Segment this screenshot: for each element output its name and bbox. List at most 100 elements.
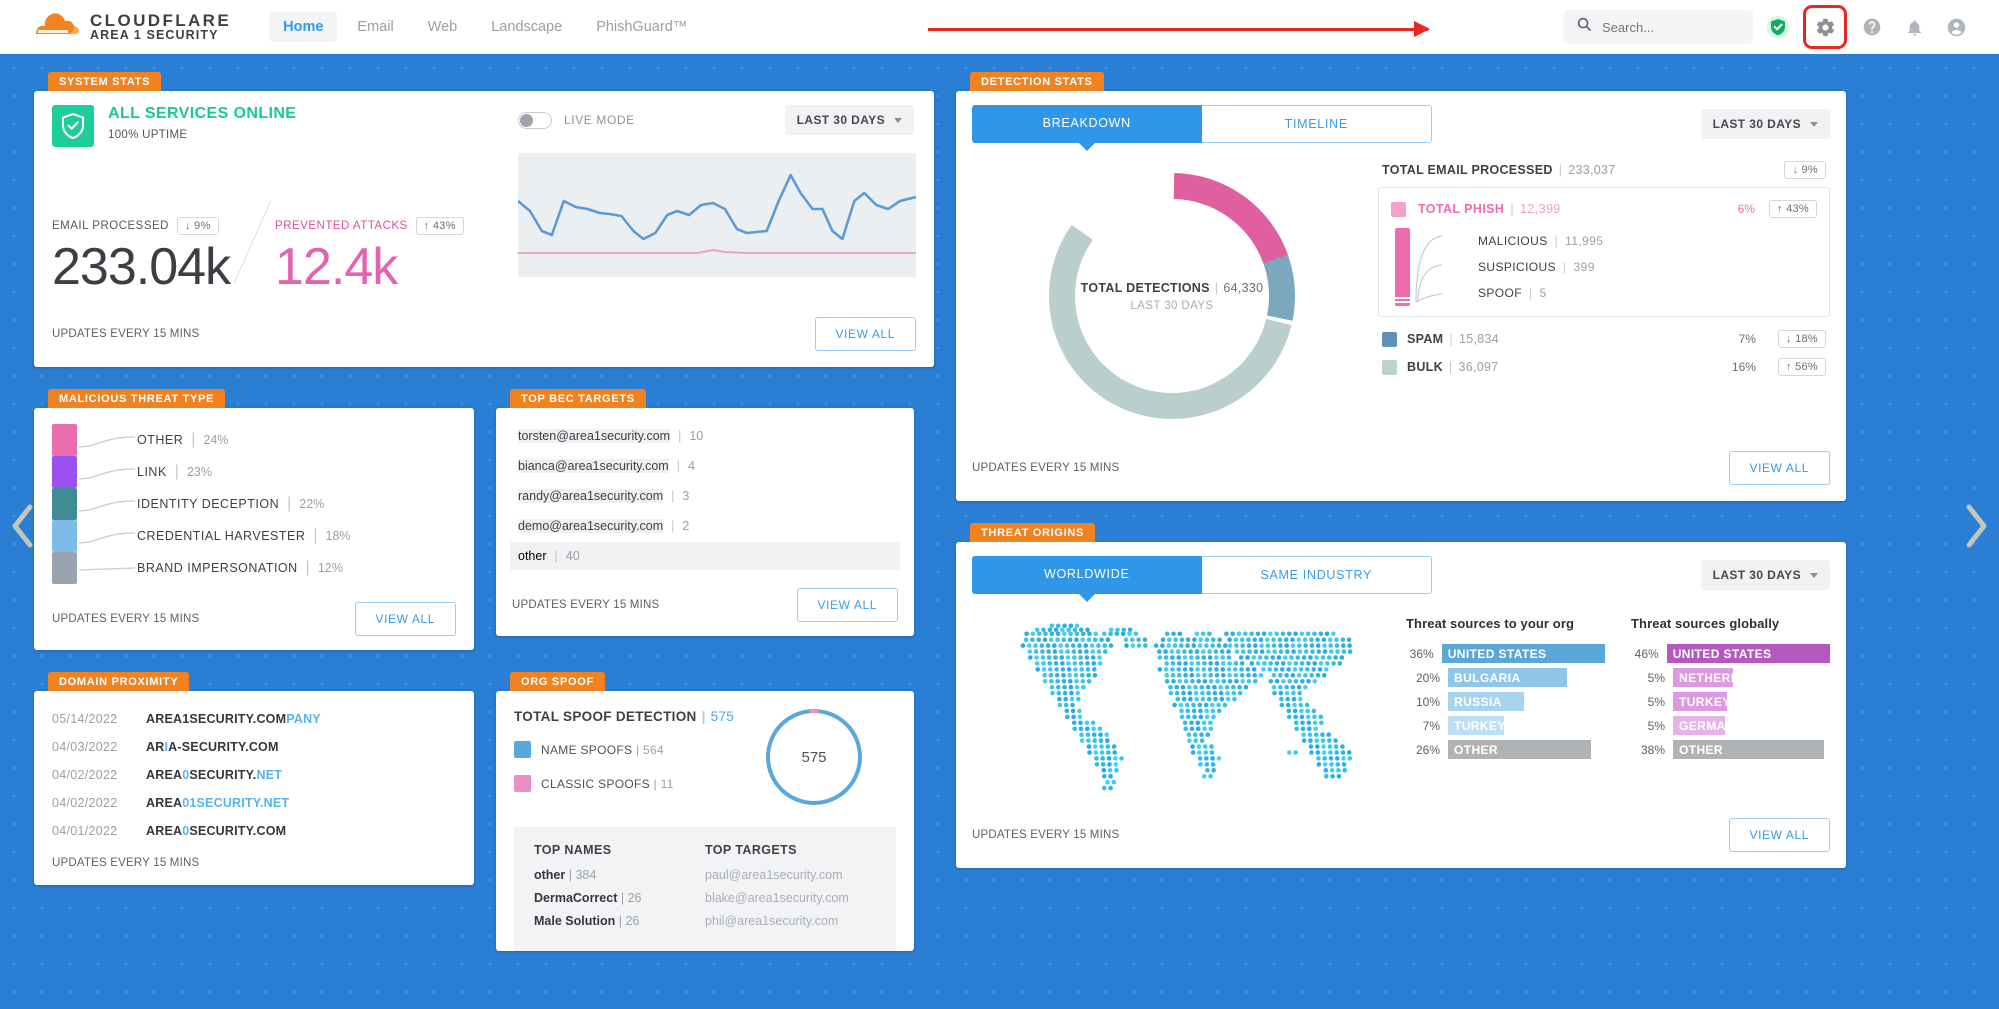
tab-worldwide[interactable]: WORLDWIDE: [972, 556, 1202, 594]
threat-origins-date-range-label: LAST 30 DAYS: [1712, 568, 1801, 582]
system-status: ALL SERVICES ONLINE 100% UPTIME: [52, 105, 512, 147]
chevron-down-icon: [1810, 121, 1818, 127]
kpi-email-value: 233.04k: [52, 237, 231, 296]
org-spoof-total-value: 575: [710, 709, 735, 724]
threat-source-row[interactable]: 7% TURKEY: [1406, 715, 1605, 736]
chevron-right-icon[interactable]: [1961, 499, 1991, 553]
system-stats-updates: UPDATES EVERY 15 MINS: [52, 328, 200, 340]
nav-item-phishguard[interactable]: PhishGuard™: [596, 19, 688, 35]
live-mode-toggle-wrap[interactable]: LIVE MODE: [518, 111, 635, 129]
tab-same-industry[interactable]: SAME INDUSTRY: [1201, 556, 1432, 594]
domain-proximity-row[interactable]: 04/01/2022 AREA0SECURITY.COM: [52, 817, 456, 845]
gear-icon[interactable]: [1803, 5, 1847, 49]
bec-target-row-other[interactable]: other | 40: [510, 542, 900, 570]
bec-target-count: 10: [689, 429, 704, 443]
threat-source-row[interactable]: 20% BULGARIA: [1406, 667, 1605, 688]
status-title: ALL SERVICES ONLINE: [108, 105, 297, 122]
threat-type-label: CREDENTIAL HARVESTER: [137, 529, 306, 543]
threat-source-row[interactable]: 5% GERMANY: [1631, 715, 1830, 736]
detection-row-bulk[interactable]: BULK | 36,097 16% ↑ 56%: [1378, 353, 1830, 381]
search-box[interactable]: [1563, 10, 1753, 44]
domain-date: 04/01/2022: [52, 824, 118, 838]
connector-line: [77, 495, 137, 513]
malicious-threat-type-view-all-button[interactable]: VIEW ALL: [354, 602, 456, 636]
top-targets-header: TOP TARGETS: [705, 843, 797, 857]
kpi-prevented-delta: ↑ 43%: [415, 216, 464, 235]
system-stats-date-range[interactable]: LAST 30 DAYS: [784, 105, 914, 135]
bec-target-row[interactable]: bianca@area1security.com | 4: [510, 452, 900, 480]
threat-source-row[interactable]: 5% NETHERLANDS: [1631, 667, 1830, 688]
threat-source-row[interactable]: 10% RUSSIA: [1406, 691, 1605, 712]
domain-proximity-tab-label: DOMAIN PROXIMITY: [48, 672, 190, 691]
source-bar: TURKEY: [1448, 716, 1505, 735]
system-stats-view-all-button[interactable]: VIEW ALL: [814, 317, 916, 351]
account-circle-icon[interactable]: [1939, 10, 1973, 44]
separator: |: [313, 527, 318, 544]
threat-type-swatch: [52, 456, 77, 488]
threat-type-row[interactable]: BRAND IMPERSONATION | 12%: [52, 552, 456, 584]
threat-source-row[interactable]: 5% TURKEY: [1631, 691, 1830, 712]
tab-breakdown[interactable]: BREAKDOWN: [972, 105, 1202, 143]
bell-icon[interactable]: [1897, 10, 1931, 44]
nav-item-email[interactable]: Email: [357, 19, 394, 35]
total-phish-box[interactable]: TOTAL PHISH | 12,399 6% ↑ 43%: [1378, 187, 1830, 317]
chevron-left-icon[interactable]: [8, 499, 38, 553]
domain-proximity-row[interactable]: 04/02/2022 AREA0SECURITY.NET: [52, 761, 456, 789]
top-bec-targets-updates: UPDATES EVERY 15 MINS: [512, 599, 660, 611]
detection-stats-date-range[interactable]: LAST 30 DAYS: [1700, 109, 1830, 139]
search-input[interactable]: [1602, 19, 1739, 35]
separator: |: [287, 495, 292, 512]
org-spoof-tab-label: ORG SPOOF: [510, 672, 605, 691]
threat-origins-card: WORLDWIDE SAME INDUSTRY LAST 30 DAYS: [956, 542, 1846, 868]
system-stats-sparkline-chart: [516, 153, 918, 277]
detection-stats-view-all-button[interactable]: VIEW ALL: [1728, 451, 1830, 485]
shield-check-icon[interactable]: [1761, 10, 1795, 44]
domain-name: AREA0SECURITY.COM: [146, 824, 287, 838]
threat-type-row[interactable]: IDENTITY DECEPTION | 22%: [52, 488, 456, 520]
bec-target-email: other: [518, 549, 547, 563]
threat-type-label: IDENTITY DECEPTION: [137, 497, 280, 511]
threat-source-row-other[interactable]: 26% OTHER: [1406, 739, 1605, 760]
bec-target-email: demo@area1security.com: [518, 519, 664, 533]
threat-source-row-other[interactable]: 38% OTHER: [1631, 739, 1830, 760]
total-email-delta: ↓ 9%: [1784, 161, 1826, 179]
domain-name: AREA1SECURITY.COMPANY: [146, 712, 321, 726]
main-nav-items: Home Email Web Landscape PhishGuard™: [269, 12, 701, 42]
domain-proximity-row[interactable]: 04/02/2022 AREA01SECURITY.NET: [52, 789, 456, 817]
nav-item-web[interactable]: Web: [427, 19, 458, 35]
legend-value: 11: [660, 776, 674, 791]
domain-proximity-card: 05/14/2022 AREA1SECURITY.COMPANY 04/03/2…: [34, 691, 474, 885]
kpi-email-delta: ↓ 9%: [177, 216, 219, 235]
kpi-divider: [233, 200, 272, 284]
threat-source-row[interactable]: 36% UNITED STATES: [1406, 643, 1605, 664]
threat-type-row[interactable]: LINK | 23%: [52, 456, 456, 488]
source-bar: BULGARIA: [1448, 668, 1568, 687]
separator: |: [174, 463, 179, 480]
detection-row-spam[interactable]: SPAM | 15,834 7% ↓ 18%: [1378, 325, 1830, 353]
bec-target-row[interactable]: torsten@area1security.com | 10: [510, 422, 900, 450]
threat-type-row[interactable]: OTHER | 24%: [52, 424, 456, 456]
threat-type-value: 18%: [325, 529, 351, 543]
threat-type-label: LINK: [137, 465, 167, 479]
total-email-label: TOTAL EMAIL PROCESSED: [1382, 163, 1553, 177]
top-bec-targets-view-all-button[interactable]: VIEW ALL: [796, 588, 898, 622]
threat-source-row[interactable]: 46% UNITED STATES: [1631, 643, 1830, 664]
threat-origins-view-all-button[interactable]: VIEW ALL: [1728, 818, 1830, 852]
nav-item-home[interactable]: Home: [269, 12, 338, 42]
live-mode-toggle[interactable]: [518, 111, 552, 129]
domain-name: ARIA-SECURITY.COM: [146, 740, 279, 754]
donut-center-value: 64,330: [1223, 280, 1264, 295]
donut-center-sub: LAST 30 DAYS: [1130, 299, 1214, 312]
domain-proximity-row[interactable]: 04/03/2022 ARIA-SECURITY.COM: [52, 733, 456, 761]
bec-target-row[interactable]: randy@area1security.com | 3: [510, 482, 900, 510]
threat-origins-date-range[interactable]: LAST 30 DAYS: [1700, 560, 1830, 590]
bec-target-row[interactable]: demo@area1security.com | 2: [510, 512, 900, 540]
nav-item-landscape[interactable]: Landscape: [491, 19, 563, 35]
tab-timeline[interactable]: TIMELINE: [1201, 105, 1432, 143]
domain-proximity-row[interactable]: 05/14/2022 AREA1SECURITY.COMPANY: [52, 705, 456, 733]
source-label: OTHER: [1679, 742, 1723, 757]
source-label: NETHERLANDS: [1679, 670, 1775, 685]
help-circle-icon[interactable]: [1855, 10, 1889, 44]
threat-type-row[interactable]: CREDENTIAL HARVESTER | 18%: [52, 520, 456, 552]
brand-logo-area[interactable]: CLOUDFLARE AREA 1 SECURITY: [26, 10, 231, 44]
